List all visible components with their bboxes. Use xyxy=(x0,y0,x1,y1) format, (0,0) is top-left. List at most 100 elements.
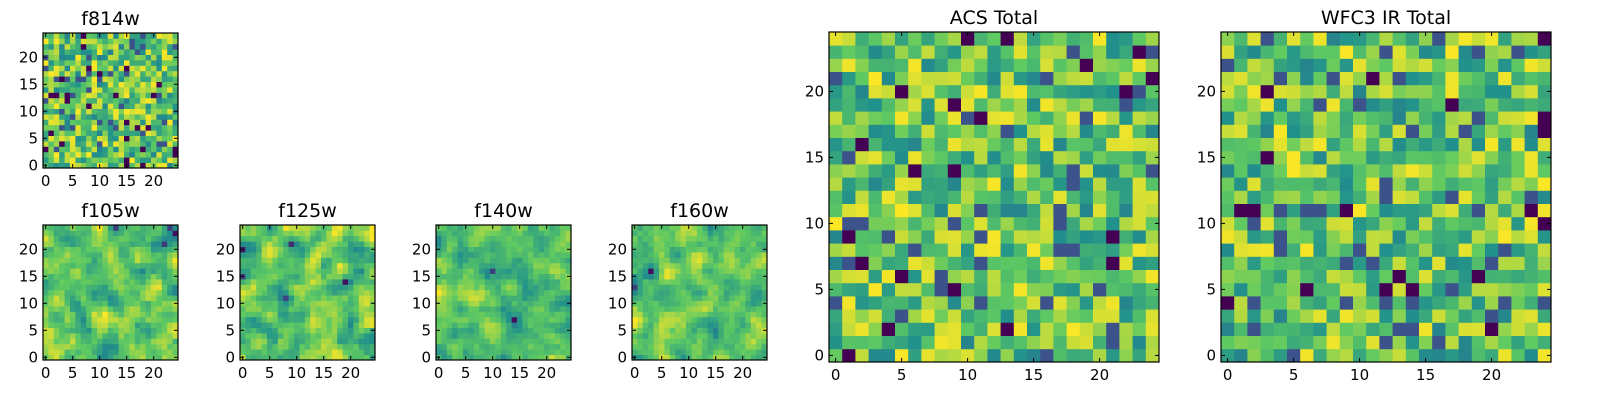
heatmap-cell xyxy=(729,268,735,274)
heatmap-cell xyxy=(167,241,173,247)
heatmap-cell xyxy=(441,230,448,237)
heatmap-cell xyxy=(1287,243,1301,257)
heatmap-cell xyxy=(337,333,343,339)
heatmap-cell xyxy=(642,252,649,258)
heatmap-cell xyxy=(1524,243,1539,257)
heatmap-cell xyxy=(86,322,92,328)
heatmap-cell xyxy=(675,246,681,253)
heatmap-cell xyxy=(75,54,82,61)
heatmap-cell xyxy=(441,311,448,318)
heatmap-cell xyxy=(70,268,76,274)
heatmap-cell xyxy=(1485,98,1499,112)
heatmap-cell xyxy=(549,268,556,274)
heatmap-cell xyxy=(1093,203,1107,218)
heatmap-cell xyxy=(468,262,475,269)
heatmap-cell xyxy=(1093,216,1107,231)
heatmap-cell xyxy=(533,273,539,280)
heatmap-cell xyxy=(161,43,168,50)
heatmap-cell xyxy=(294,343,300,350)
heatmap-cell xyxy=(53,252,60,258)
heatmap-cell xyxy=(554,327,561,334)
heatmap-cell xyxy=(337,354,343,361)
heatmap-cell xyxy=(734,252,741,258)
heatmap-cell xyxy=(457,349,464,355)
heatmap-cell xyxy=(713,268,719,274)
heatmap-cell xyxy=(369,289,376,296)
heatmap-cell xyxy=(702,252,708,258)
heatmap-cell xyxy=(1313,177,1327,191)
heatmap-cell xyxy=(156,235,163,242)
heatmap-cell xyxy=(240,268,246,274)
heatmap-cell xyxy=(245,322,252,328)
heatmap-cell xyxy=(842,348,856,363)
heatmap-cell xyxy=(1300,137,1314,152)
heatmap-cell xyxy=(511,235,518,242)
heatmap-cell xyxy=(118,76,125,82)
heatmap-cell xyxy=(908,348,922,363)
heatmap-cell xyxy=(64,157,71,163)
heatmap-cell xyxy=(664,327,671,334)
heatmap-cell xyxy=(245,230,252,237)
heatmap-cell xyxy=(1485,164,1499,178)
heatmap-cell xyxy=(80,289,87,296)
heatmap-cell xyxy=(1300,256,1314,270)
heatmap-cell xyxy=(479,306,485,312)
heatmap-cell xyxy=(1027,335,1041,350)
heatmap-cell xyxy=(156,225,163,231)
heatmap-cell xyxy=(315,327,322,334)
heatmap-cell xyxy=(102,225,109,231)
heatmap-cell xyxy=(1498,296,1512,310)
heatmap-cell xyxy=(1366,32,1380,46)
heatmap-cell xyxy=(1053,216,1067,231)
heatmap-cell xyxy=(974,282,988,297)
heatmap-cell xyxy=(479,241,485,247)
heatmap-cell xyxy=(1379,322,1393,336)
heatmap-cell xyxy=(124,43,130,50)
heatmap-cell xyxy=(353,284,360,291)
heatmap-cell xyxy=(331,225,338,231)
heatmap-cell xyxy=(107,54,114,61)
heatmap-cell xyxy=(1132,335,1147,350)
heatmap-cell xyxy=(97,241,103,247)
heatmap-cell xyxy=(342,343,349,350)
heatmap-cell xyxy=(97,151,103,158)
heatmap-cell xyxy=(331,300,338,307)
heatmap-cell xyxy=(947,203,962,218)
heatmap-cell xyxy=(59,65,65,72)
heatmap-cell xyxy=(750,241,757,247)
heatmap-cell xyxy=(1405,282,1420,297)
heatmap-cell xyxy=(250,284,257,291)
heatmap-cell xyxy=(151,300,157,307)
heatmap-cell xyxy=(565,252,572,258)
heatmap-cell xyxy=(97,49,103,55)
heatmap-cell xyxy=(718,300,725,307)
heatmap-cell xyxy=(1511,111,1525,125)
heatmap-cell xyxy=(895,124,909,138)
heatmap-cell xyxy=(842,256,856,270)
heatmap-cell xyxy=(1013,124,1028,138)
heatmap-cell xyxy=(331,333,338,339)
heatmap-cell xyxy=(64,60,71,66)
heatmap-cell xyxy=(134,295,141,301)
heatmap-cell xyxy=(500,262,507,269)
heatmap-cell xyxy=(756,295,762,301)
heatmap-cell xyxy=(80,70,87,77)
heatmap-cell xyxy=(167,246,173,253)
heatmap-cell xyxy=(947,296,962,310)
heatmap-cell xyxy=(1405,190,1420,204)
heatmap-cell xyxy=(156,279,163,285)
heatmap-cell xyxy=(947,137,962,152)
heatmap-cell xyxy=(1379,282,1393,297)
heatmap-cell xyxy=(161,230,168,237)
heatmap-cell xyxy=(436,295,442,301)
heatmap-cell xyxy=(653,354,660,361)
heatmap-cell xyxy=(353,235,360,242)
heatmap-cell xyxy=(974,269,988,284)
heatmap-cell xyxy=(294,311,300,318)
heatmap-cell xyxy=(1079,296,1094,310)
heatmap-cell xyxy=(842,150,856,165)
heatmap-cell xyxy=(961,322,975,336)
heatmap-cell xyxy=(1326,256,1341,270)
heatmap-cell xyxy=(145,241,152,247)
heatmap-cell xyxy=(868,309,883,323)
